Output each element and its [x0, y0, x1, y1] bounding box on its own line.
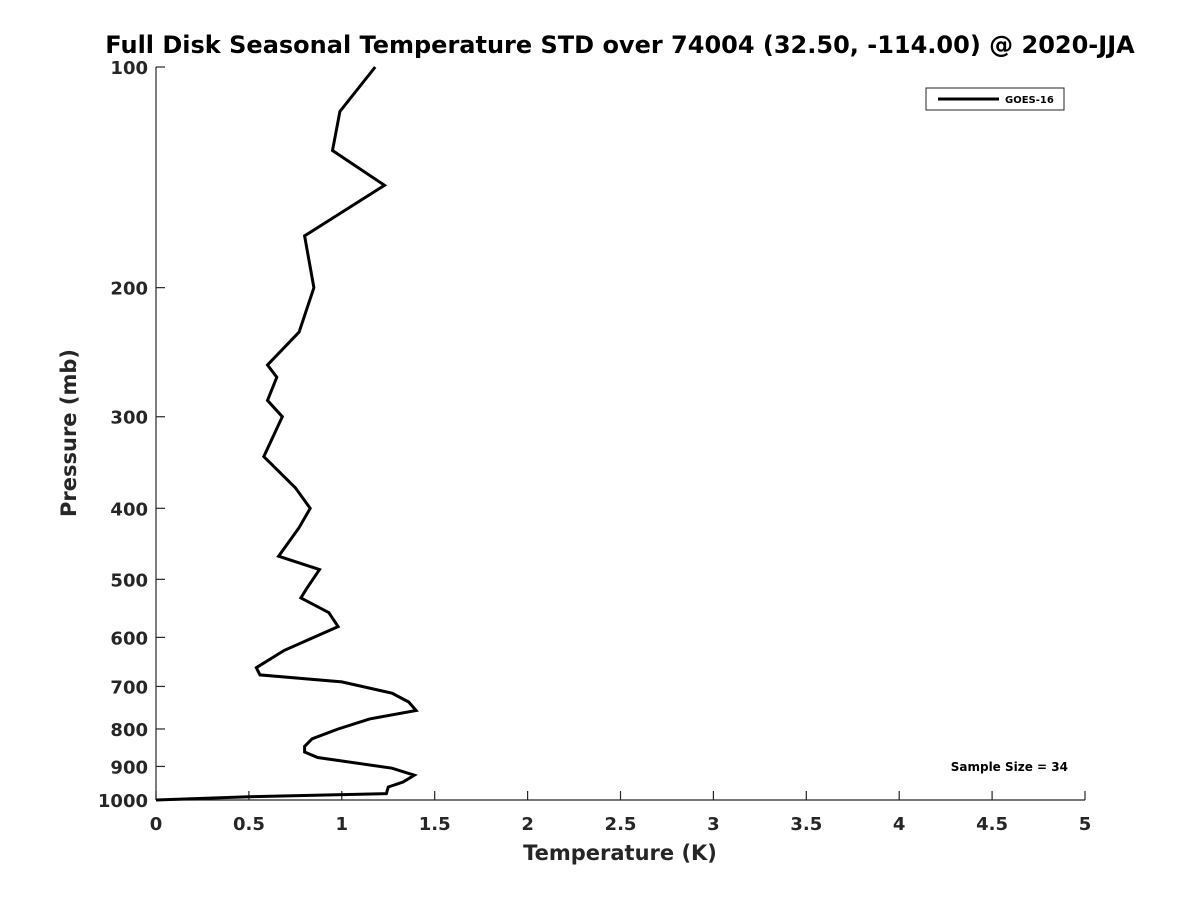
x-tick-label: 0 [150, 814, 163, 835]
series-layer [155, 66, 419, 802]
x-tick-label: 2.5 [605, 814, 637, 835]
sample-size-annotation: Sample Size = 34 [951, 760, 1068, 774]
x-tick-label: 3 [707, 814, 720, 835]
y-tick-label: 300 [110, 408, 148, 429]
y-ticks: 100 200 300 400 500 600 700 800 900 1000 [98, 58, 165, 812]
y-tick-label: 400 [110, 499, 148, 520]
plot-axes [155, 67, 1085, 801]
y-tick-label: 900 [110, 757, 148, 778]
x-tick-label: 1.5 [419, 814, 451, 835]
x-tick-label: 4.5 [976, 814, 1008, 835]
x-tick-label: 3.5 [790, 814, 822, 835]
x-tick-label: 1 [336, 814, 349, 835]
y-tick-label: 100 [110, 58, 148, 79]
y-tick-label: 600 [110, 628, 148, 649]
series-line-goes-16 [155, 66, 419, 802]
y-tick-label: 800 [110, 720, 148, 741]
y-tick-label: 200 [110, 279, 148, 300]
y-tick-label: 500 [110, 570, 148, 591]
x-tick-label: 4 [893, 814, 906, 835]
x-tick-label: 2 [521, 814, 534, 835]
y-tick-label: 700 [110, 677, 148, 698]
x-tick-label: 0.5 [233, 814, 265, 835]
x-tick-label: 5 [1079, 814, 1092, 835]
legend-entry-goes-16: GOES-16 [1005, 95, 1054, 106]
x-ticks: 0 0.5 1 1.5 2 2.5 3 3.5 4 4.5 5 [150, 791, 1092, 835]
chart-title: Full Disk Seasonal Temperature STD over … [105, 31, 1135, 59]
y-axis-label: Pressure (mb) [57, 349, 81, 517]
y-tick-label: 1000 [98, 791, 148, 812]
x-axis-label: Temperature (K) [523, 841, 717, 865]
legend: GOES-16 [925, 87, 1065, 111]
